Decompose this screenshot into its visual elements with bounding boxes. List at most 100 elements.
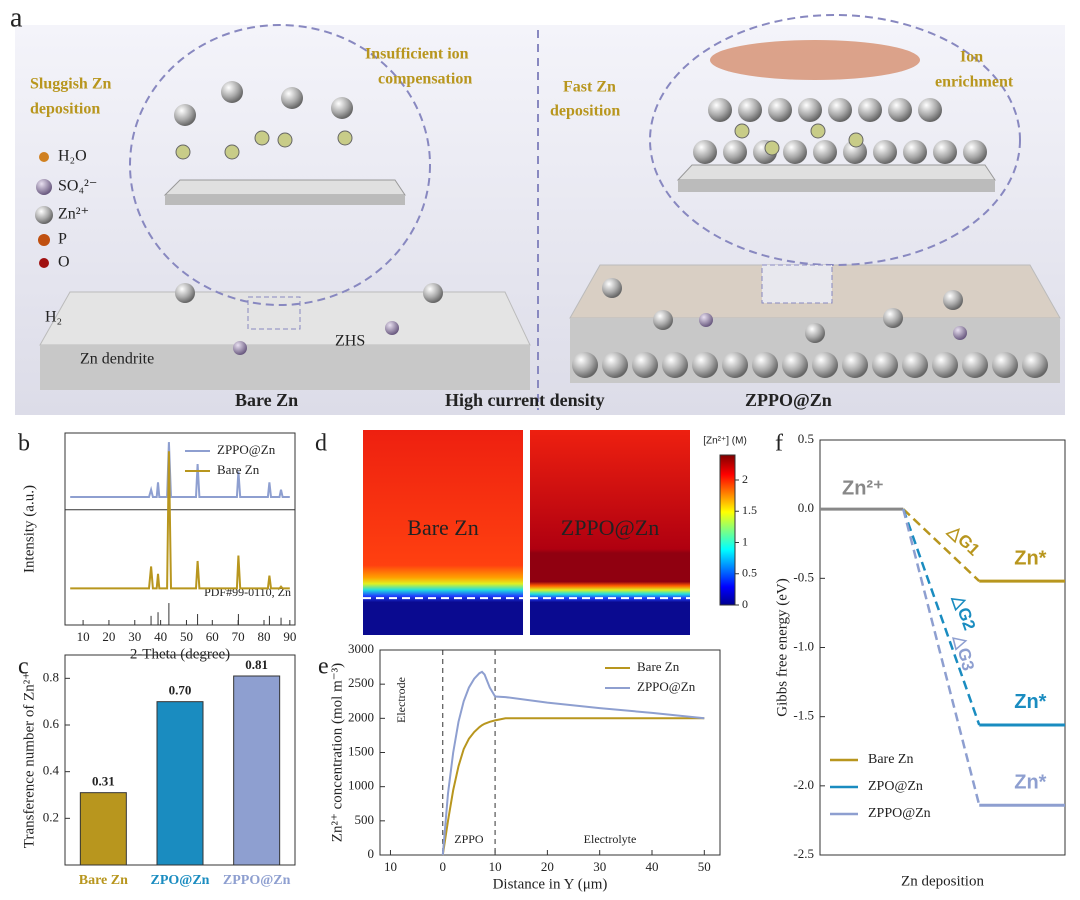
- bottom-label: Bare Zn: [235, 390, 298, 410]
- series-line: [70, 442, 290, 498]
- x-tick-label: ZPO@Zn: [151, 873, 210, 888]
- legend-label: O: [58, 254, 70, 271]
- bottom-label: High current density: [445, 390, 605, 410]
- x-tick-label: 60: [206, 629, 219, 644]
- heatmap-panel: [363, 430, 523, 635]
- annotation: Ion: [960, 49, 983, 66]
- y-tick-label: 1500: [348, 743, 374, 758]
- legend-label: SO₄²⁻: [58, 178, 97, 195]
- x-tick-label: 30: [593, 859, 606, 874]
- panel-label: d: [315, 431, 327, 457]
- bar: [79, 792, 127, 866]
- x-tick-label: 40: [154, 629, 167, 644]
- annotation: deposition: [550, 103, 620, 120]
- plate: [165, 195, 405, 205]
- x-axis-label: Zn deposition: [901, 873, 984, 889]
- x-tick-label: 30: [128, 629, 141, 644]
- y-tick-label: -0.5: [793, 569, 814, 584]
- y-tick-label: -1.0: [793, 638, 814, 653]
- level-label: Zn*: [1014, 691, 1046, 713]
- panel-label: e: [318, 654, 329, 680]
- zoom-ellipse: [129, 24, 431, 306]
- x-axis-label: Distance in Y (μm): [493, 876, 608, 892]
- y-tick-label: 0.2: [43, 809, 59, 824]
- x-tick-label: 0: [440, 859, 447, 874]
- transition-line: [902, 508, 981, 806]
- zn-ions: [174, 81, 967, 355]
- panel-title: ZPPO@Zn: [561, 515, 660, 540]
- plate: [163, 179, 406, 196]
- y-axis-label: Zn²⁺ concentration (mol m⁻³): [329, 663, 345, 842]
- y-tick-label: 500: [355, 812, 375, 827]
- series-line: [441, 670, 705, 856]
- gap-label: △G3: [950, 632, 978, 672]
- annotation: compensation: [378, 71, 472, 88]
- x-tick-label: 80: [257, 629, 270, 644]
- y-tick-label: 2000: [348, 709, 374, 724]
- y-tick-label: 1000: [348, 778, 374, 793]
- colorbar-tick-label: 1.5: [742, 503, 757, 517]
- panel-title: Bare Zn: [407, 515, 478, 540]
- plate: [676, 164, 996, 181]
- y-tick-label: 2500: [348, 675, 374, 690]
- panel-label: a: [10, 2, 23, 33]
- x-tick-label: 50: [698, 859, 711, 874]
- x-tick-label: 20: [102, 629, 115, 644]
- x-tick-label: 50: [180, 629, 193, 644]
- region-label: ZPPO: [454, 832, 484, 846]
- colorbar: [719, 454, 736, 606]
- electrons: [175, 123, 864, 160]
- annotation: Sluggish Zn: [30, 76, 111, 93]
- colorbar-label: [Zn²⁺] (M): [703, 436, 747, 447]
- value-label: 0.70: [169, 683, 192, 698]
- legend-label: Bare Zn: [868, 752, 913, 767]
- reference-label: PDF#99-0110, Zn: [204, 585, 291, 599]
- y-tick-label: 3000: [348, 641, 374, 656]
- plate: [678, 180, 995, 192]
- slab-top: [39, 291, 531, 346]
- x-tick-label: ZPPO@Zn: [223, 873, 291, 888]
- deposit-layer: [693, 40, 987, 164]
- panel-label: f: [775, 431, 783, 457]
- surface-label: ZHS: [335, 333, 365, 350]
- surface-label: Zn dendrite: [80, 351, 154, 368]
- y-tick-label: -1.5: [793, 708, 814, 723]
- zoom-ellipse: [649, 14, 1021, 266]
- x-tick-label: 40: [646, 859, 659, 874]
- x-tick-label: 10: [384, 859, 397, 874]
- legend-label: ZPO@Zn: [868, 779, 923, 794]
- panel-label: b: [18, 431, 30, 457]
- y-tick-label: 0.4: [43, 763, 60, 778]
- legend-icons: [35, 152, 53, 268]
- annotation: Insufficient ion: [365, 46, 469, 63]
- y-tick-label: 0.5: [798, 431, 814, 446]
- x-tick-label: 90: [283, 629, 296, 644]
- heatmap-panel: [530, 430, 690, 635]
- legend-label: ZPPO@Zn: [868, 806, 931, 821]
- schematic: a Sluggish Zn deposition Insufficient io…: [10, 2, 1065, 415]
- x-tick-label: 10: [489, 859, 502, 874]
- y-axis-label: Transference number of Zn²⁺: [21, 672, 37, 848]
- x-tick-label: 20: [541, 859, 554, 874]
- legend-label: ZPPO@Zn: [217, 442, 276, 457]
- y-tick-label: 0.6: [43, 716, 60, 731]
- legend-label: ZPPO@Zn: [637, 679, 696, 694]
- bar: [233, 675, 281, 866]
- value-label: 0.81: [245, 657, 268, 672]
- legend-label: P: [58, 231, 67, 248]
- series-line: [70, 451, 290, 590]
- x-tick-label: 70: [232, 629, 245, 644]
- plot-frame: [64, 432, 296, 626]
- x-axis-label: 2-Theta (degree): [130, 646, 230, 662]
- surface-label: H₂: [45, 309, 62, 326]
- slab-front: [40, 345, 530, 390]
- annotation: Fast Zn: [563, 79, 616, 96]
- y-axis-label: Intensity (a.u.): [21, 485, 37, 573]
- x-tick-label: Bare Zn: [79, 873, 128, 888]
- level-label: Zn*: [1014, 547, 1046, 569]
- y-tick-label: -2.0: [793, 777, 814, 792]
- value-label: 0.31: [92, 774, 115, 789]
- transition-line: [902, 508, 981, 726]
- annotation: enrichment: [935, 74, 1014, 91]
- annotation: deposition: [30, 101, 100, 118]
